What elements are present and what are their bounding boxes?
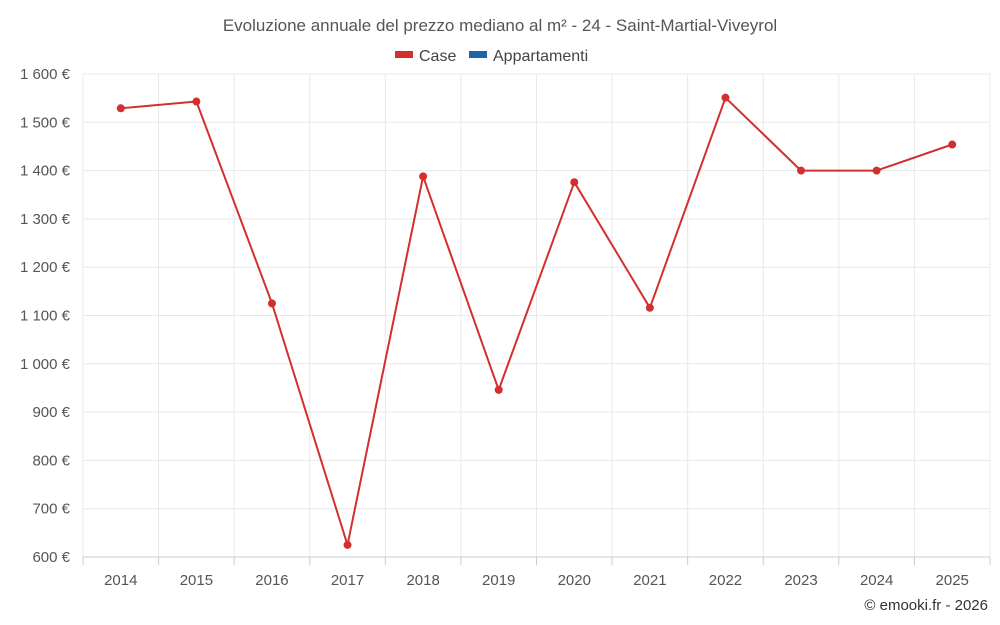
- x-tick-label: 2021: [633, 572, 666, 589]
- x-tick-label: 2018: [406, 572, 439, 589]
- x-tick-label: 2025: [936, 572, 969, 589]
- x-tick-label: 2019: [482, 572, 515, 589]
- y-tick-label: 1 600 €: [20, 66, 71, 83]
- axes: 600 € 700 € 800 € 900 € 1 000 € 1 100 € 1 200 …: [20, 66, 991, 589]
- y-tick-label: 900 €: [32, 404, 70, 421]
- y-tick-label: 600 €: [32, 549, 70, 566]
- data-point-case[interactable]: [343, 540, 352, 549]
- chart-title: Evoluzione annuale del prezzo mediano al…: [223, 16, 777, 35]
- y-tick-label: 700 €: [32, 501, 70, 518]
- legend-label-appartamenti: Appartamenti: [493, 48, 588, 65]
- data-point-case[interactable]: [872, 166, 881, 175]
- data-point-case[interactable]: [721, 93, 730, 102]
- legend-item-appartamenti[interactable]: Appartamenti: [469, 48, 588, 65]
- data-point-case[interactable]: [948, 140, 957, 149]
- series-case: [116, 93, 957, 549]
- grid-lines: [82, 73, 991, 558]
- y-tick-label: 1 200 €: [20, 259, 71, 276]
- series-line-case: [120, 96, 953, 546]
- legend-swatch-appartamenti: [469, 51, 487, 58]
- x-tick-label: 2014: [104, 572, 137, 589]
- y-tick-label: 1 000 €: [20, 356, 71, 373]
- y-tick-label: 1 100 €: [20, 308, 71, 325]
- data-point-case[interactable]: [494, 385, 503, 394]
- y-tick-label: 1 400 €: [20, 163, 71, 180]
- legend: Case Appartamenti: [395, 48, 588, 65]
- data-point-case[interactable]: [116, 104, 125, 113]
- x-tick-label: 2023: [784, 572, 817, 589]
- legend-swatch-case: [395, 51, 413, 58]
- data-point-case[interactable]: [192, 97, 201, 106]
- legend-label-case: Case: [419, 48, 456, 65]
- y-tick-label: 1 300 €: [20, 211, 71, 228]
- legend-item-case[interactable]: Case: [395, 48, 456, 65]
- data-point-case[interactable]: [645, 303, 654, 312]
- y-tick-label: 800 €: [32, 452, 70, 469]
- data-point-case[interactable]: [797, 166, 806, 175]
- data-point-case[interactable]: [267, 299, 276, 308]
- credit-text: © emooki.fr - 2026: [864, 597, 988, 614]
- x-tick-label: 2024: [860, 572, 893, 589]
- data-point-case[interactable]: [570, 178, 579, 187]
- y-tick-label: 1 500 €: [20, 114, 71, 131]
- x-tick-label: 2016: [255, 572, 288, 589]
- x-tick-label: 2015: [180, 572, 213, 589]
- x-tick-label: 2017: [331, 572, 364, 589]
- x-tick-label: 2020: [558, 572, 591, 589]
- data-point-case[interactable]: [419, 172, 428, 181]
- x-tick-label: 2022: [709, 572, 742, 589]
